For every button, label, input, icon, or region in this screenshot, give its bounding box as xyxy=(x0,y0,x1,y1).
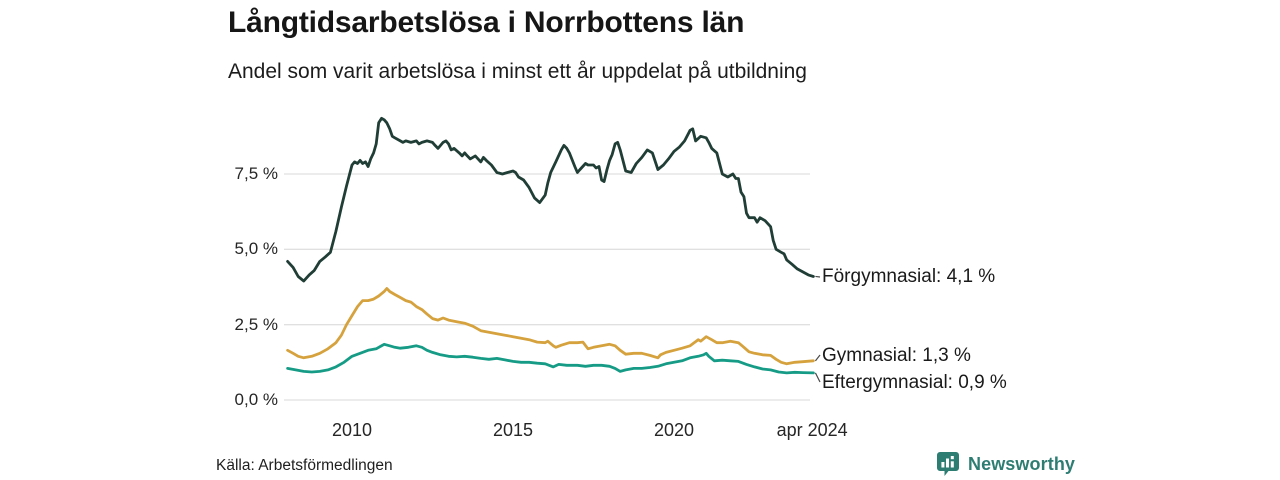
end-label-gymnasial: Gymnasial: 1,3 % xyxy=(822,345,971,366)
chart-subtitle: Andel som varit arbetslösa i minst ett å… xyxy=(228,60,807,83)
bar-chart-icon xyxy=(941,456,954,468)
leader-line-gymnasial xyxy=(814,354,821,362)
end-label-eftergymnasial: Eftergymnasial: 0,9 % xyxy=(822,372,1007,393)
newsworthy-logo-icon xyxy=(937,452,959,476)
chart-title: Långtidsarbetslösa i Norrbottens län xyxy=(228,6,745,39)
series-line-eftergymnasial xyxy=(286,342,815,375)
series-line-forgymnasial xyxy=(286,116,815,283)
end-label-forgymnasial: Förgymnasial: 4,1 % xyxy=(822,266,996,287)
source-note: Källa: Arbetsförmedlingen xyxy=(216,457,393,474)
leader-line-forgymnasial xyxy=(815,275,821,278)
newsworthy-logo-text: Newsworthy xyxy=(968,453,1076,474)
x-axis-tick-label: 2020 xyxy=(653,420,695,440)
y-axis-tick-label: 7,5 % xyxy=(234,164,278,183)
x-axis-tick-label: 2010 xyxy=(331,420,373,440)
series-line-gymnasial xyxy=(286,287,815,366)
x-axis-tick-label: apr 2024 xyxy=(776,420,848,440)
y-axis-tick-label: 2,5 % xyxy=(234,314,278,334)
leader-line-eftergymnasial xyxy=(814,372,821,383)
x-axis-tick-label: 2015 xyxy=(492,420,534,440)
y-axis-tick-label: 0,0 % xyxy=(234,390,278,409)
y-axis-tick-label: 5,0 % xyxy=(234,239,278,259)
newsworthy-logo: Newsworthy xyxy=(936,451,1075,477)
